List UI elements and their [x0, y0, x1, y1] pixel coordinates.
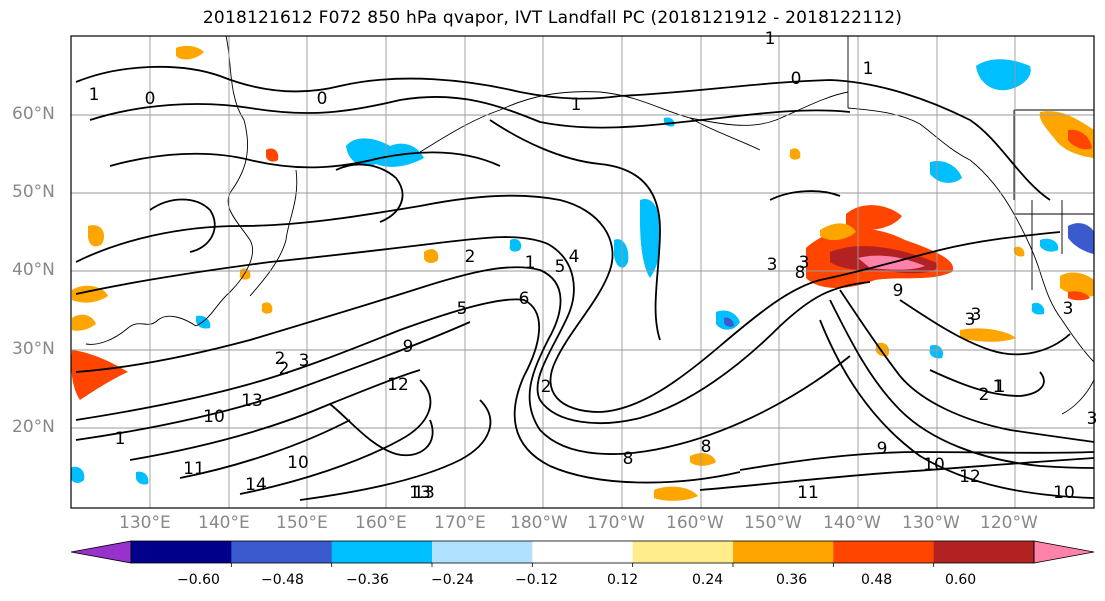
contour-label: 2 — [541, 377, 552, 397]
contour-label: 1 — [525, 253, 536, 273]
contour-label: 2 — [279, 359, 290, 379]
gridlines — [71, 36, 1094, 508]
contour-label: 10 — [1053, 483, 1075, 503]
colorbar-segment — [933, 541, 1035, 563]
colorbar-tick-0.60: 0.60 — [945, 572, 977, 588]
contour-label: 3 — [799, 253, 810, 273]
contour-label: 1 — [89, 85, 100, 105]
colorbar-tick-0.12: 0.12 — [607, 572, 639, 588]
lon-label-160w: 160°W — [666, 513, 724, 533]
colorbar-tick--0.60: −0.60 — [177, 572, 220, 588]
colorbar-tick--0.24: −0.24 — [431, 572, 474, 588]
contour-label: 1 — [995, 377, 1006, 397]
contour-label: 10 — [287, 453, 309, 473]
contour-label: 2 — [275, 349, 286, 369]
contour-label: 14 — [245, 475, 267, 495]
colorbar-tick-0.48: 0.48 — [861, 572, 893, 588]
contour-label: 8 — [623, 449, 634, 469]
colorbar-segment — [131, 541, 232, 563]
contour-label: 5 — [555, 257, 566, 277]
contour-label: 12 — [387, 375, 409, 395]
contour-label: 11 — [183, 459, 205, 479]
lat-label-50n: 50°N — [12, 182, 55, 202]
colorbar-segment — [733, 541, 834, 563]
contour-label: 3 — [767, 255, 778, 275]
lon-label-140e: 140°E — [198, 513, 250, 533]
colorbar-tick--0.12: −0.12 — [515, 572, 558, 588]
lon-label-130e: 130°E — [119, 513, 171, 533]
contour-label: 11 — [797, 483, 819, 503]
contour-label: 3 — [965, 310, 976, 330]
contour-label: 1 — [765, 29, 776, 49]
contour-label: 13 — [413, 483, 435, 503]
contour-label: 8 — [701, 437, 712, 457]
colorbar-segment — [532, 541, 634, 563]
colorbar-extend-high — [1033, 540, 1095, 564]
contour-label: 8 — [795, 263, 806, 283]
colorbar-extend-low — [70, 540, 132, 564]
lon-label-120w: 120°W — [980, 513, 1038, 533]
lon-label-150w: 150°W — [744, 513, 802, 533]
contour-label: 3 — [1087, 409, 1098, 429]
map-frame — [70, 35, 1095, 509]
contour-label: 1 — [993, 377, 1004, 397]
contour-label: 1 — [863, 59, 874, 79]
contour-label: 5 — [457, 299, 468, 319]
colorbar-segment — [632, 541, 734, 563]
coastlines — [85, 36, 1094, 415]
contour-label: 0 — [317, 89, 328, 109]
contour-label: 13 — [409, 483, 431, 503]
contour-label: 12 — [959, 467, 981, 487]
lon-label-140w: 140°W — [823, 513, 881, 533]
colorbar-tick--0.36: −0.36 — [346, 572, 389, 588]
map-title: 2018121612 F072 850 hPa qvapor, IVT Land… — [202, 8, 903, 28]
contour-label: 1 — [115, 429, 126, 449]
contour-label: 3 — [971, 305, 982, 325]
contour-label: 9 — [877, 439, 888, 459]
lon-label-130w: 130°W — [902, 513, 960, 533]
lat-label-40n: 40°N — [12, 260, 55, 280]
lon-label-180w: 180°W — [510, 513, 568, 533]
contour-label: 1 — [571, 95, 582, 115]
contour-label: 10 — [923, 455, 945, 475]
contour-label: 2 — [979, 385, 990, 405]
contour-label: 3 — [1063, 299, 1074, 319]
contour-label: 2 — [465, 247, 476, 267]
lat-label-30n: 30°N — [12, 339, 55, 359]
lon-label-170w: 170°W — [587, 513, 645, 533]
lon-label-160e: 160°E — [355, 513, 407, 533]
contour-label: 9 — [893, 281, 904, 301]
colorbar-segment — [432, 541, 533, 563]
contour-label: 10 — [203, 407, 225, 427]
colorbar-tick-0.24: 0.24 — [692, 572, 724, 588]
ivt-contours — [75, 65, 1094, 501]
colorbar-segment — [331, 541, 433, 563]
contour-label: 4 — [569, 247, 580, 267]
contour-label: 0 — [145, 89, 156, 109]
contour-label: 0 — [791, 69, 802, 89]
lon-label-170e: 170°E — [434, 513, 486, 533]
lon-label-150e: 150°E — [276, 513, 328, 533]
contour-label: 3 — [299, 351, 310, 371]
contour-label: 13 — [241, 391, 263, 411]
colorbar-tick-0.36: 0.36 — [776, 572, 808, 588]
negative-anomaly-fill — [71, 59, 1094, 485]
positive-anomaly-fill — [71, 45, 1094, 501]
lat-label-60n: 60°N — [12, 104, 55, 124]
colorbar — [70, 540, 1095, 567]
lat-label-20n: 20°N — [12, 417, 55, 437]
colorbar-tick--0.48: −0.48 — [261, 572, 304, 588]
colorbar-segment — [231, 541, 333, 563]
contour-label: 9 — [403, 337, 414, 357]
contour-label: 6 — [519, 289, 530, 309]
colorbar-frame — [130, 540, 1035, 564]
colorbar-segment — [833, 541, 935, 563]
